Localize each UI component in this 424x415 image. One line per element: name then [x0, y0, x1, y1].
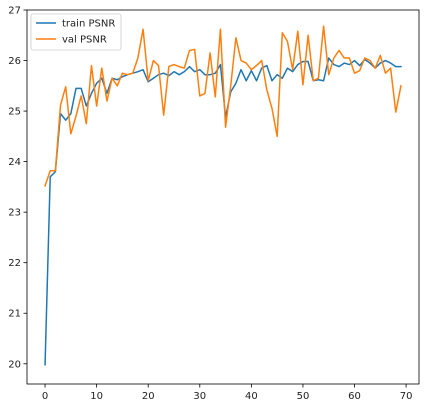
x-tick-label: 30: [193, 391, 206, 402]
y-tick-label: 26: [8, 56, 21, 67]
legend: train PSNR val PSNR: [30, 13, 122, 51]
x-axis: 0 10 20 30 40 50 60 70: [42, 384, 413, 402]
y-tick-label: 20: [8, 359, 21, 370]
legend-label-train: train PSNR: [62, 19, 115, 30]
y-tick-label: 23: [8, 208, 21, 219]
legend-label-val: val PSNR: [62, 35, 107, 46]
y-tick-label: 22: [8, 258, 21, 269]
x-tick-label: 50: [297, 391, 310, 402]
y-tick-label: 21: [8, 309, 21, 320]
x-tick-label: 70: [400, 391, 413, 402]
x-tick-label: 20: [142, 391, 155, 402]
x-tick-label: 10: [90, 391, 103, 402]
x-tick-label: 60: [348, 391, 361, 402]
plot-layer: [44, 25, 402, 366]
y-axis: 20 21 22 23 24 25 26 27: [8, 6, 27, 370]
series-line-val: [44, 25, 402, 187]
x-tick-label: 40: [245, 391, 258, 402]
plot-frame: [26, 9, 420, 385]
y-tick-label: 27: [8, 6, 21, 17]
y-tick-label: 24: [8, 157, 21, 168]
x-tick-label: 0: [42, 391, 48, 402]
y-tick-label: 25: [8, 107, 21, 118]
